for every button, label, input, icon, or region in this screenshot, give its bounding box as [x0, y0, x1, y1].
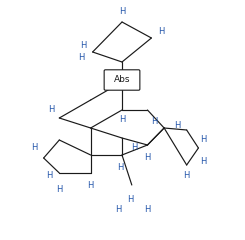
Text: H: H — [80, 42, 86, 50]
Text: H: H — [119, 7, 125, 17]
Text: Abs: Abs — [114, 76, 130, 84]
Text: H: H — [174, 120, 180, 130]
Text: H: H — [56, 186, 62, 194]
Text: H: H — [144, 154, 151, 162]
Text: H: H — [184, 170, 190, 180]
Text: H: H — [158, 28, 164, 36]
Text: H: H — [48, 106, 55, 114]
Text: H: H — [144, 205, 151, 215]
Text: H: H — [132, 144, 138, 152]
Text: H: H — [151, 118, 158, 126]
Text: H: H — [31, 144, 37, 152]
FancyBboxPatch shape — [104, 70, 140, 90]
Text: H: H — [87, 180, 94, 190]
Text: H: H — [119, 115, 125, 125]
Text: H: H — [127, 196, 133, 204]
Text: H: H — [78, 54, 84, 62]
Text: H: H — [200, 136, 207, 144]
Text: H: H — [115, 205, 121, 215]
Text: H: H — [117, 163, 123, 173]
Text: H: H — [200, 157, 207, 167]
Text: H: H — [46, 170, 53, 180]
